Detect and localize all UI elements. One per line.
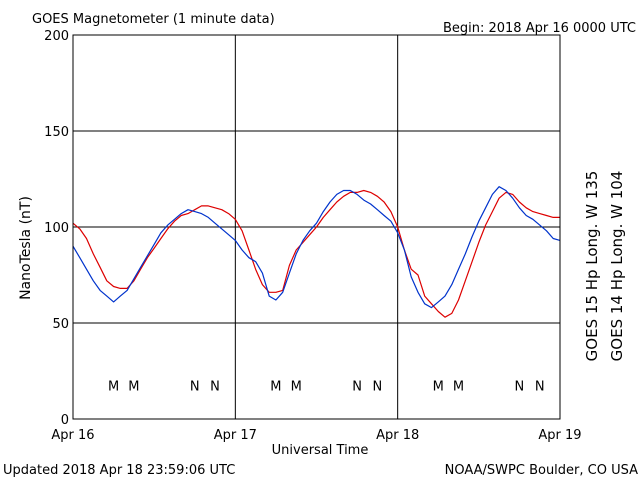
credit-label: NOAA/SWPC Boulder, CO USA (445, 463, 638, 478)
chart-title: GOES Magnetometer (1 minute data) (32, 12, 275, 27)
marker-n: N (535, 379, 545, 394)
legend-goes14: GOES 14 Hp Long. W 104 (608, 171, 626, 362)
marker-m: M (453, 379, 464, 394)
x-tick-label: Apr 19 (538, 428, 581, 443)
marker-n: N (210, 379, 220, 394)
marker-m: M (128, 379, 139, 394)
y-tick-label: 50 (52, 317, 69, 332)
marker-n: N (373, 379, 383, 394)
y-tick-label: 150 (44, 125, 69, 140)
series-goes14-line (72, 186, 561, 309)
plot-frame (72, 34, 561, 420)
legend-goes15: GOES 15 Hp Long. W 135 (583, 171, 601, 362)
updated-label: Updated 2018 Apr 18 23:59:06 UTC (3, 463, 235, 478)
marker-m: M (270, 379, 281, 394)
y-tick-label: 0 (61, 413, 69, 428)
y-axis-label: NanoTesla (nT) (18, 196, 34, 300)
data-series (72, 186, 561, 318)
x-tick-label: Apr 17 (214, 428, 257, 443)
marker-n: N (515, 379, 525, 394)
marker-m: M (291, 379, 302, 394)
x-tick-labels: Apr 16 Apr 17 Apr 18 Apr 19 (51, 428, 581, 443)
y-tick-label: 200 (44, 29, 69, 44)
x-tick-label: Apr 18 (376, 428, 419, 443)
begin-label: Begin: 2018 Apr 16 0000 UTC (443, 21, 636, 36)
x-tick-label: Apr 16 (51, 428, 94, 443)
y-tick-label: 100 (44, 221, 69, 236)
marker-m: M (108, 379, 119, 394)
marker-n: N (352, 379, 362, 394)
y-tick-labels: 0 50 100 150 200 (44, 29, 69, 428)
marker-m: M (433, 379, 444, 394)
marker-n: N (190, 379, 200, 394)
series-goes15-line (72, 189, 560, 318)
x-axis-label: Universal Time (272, 443, 369, 458)
